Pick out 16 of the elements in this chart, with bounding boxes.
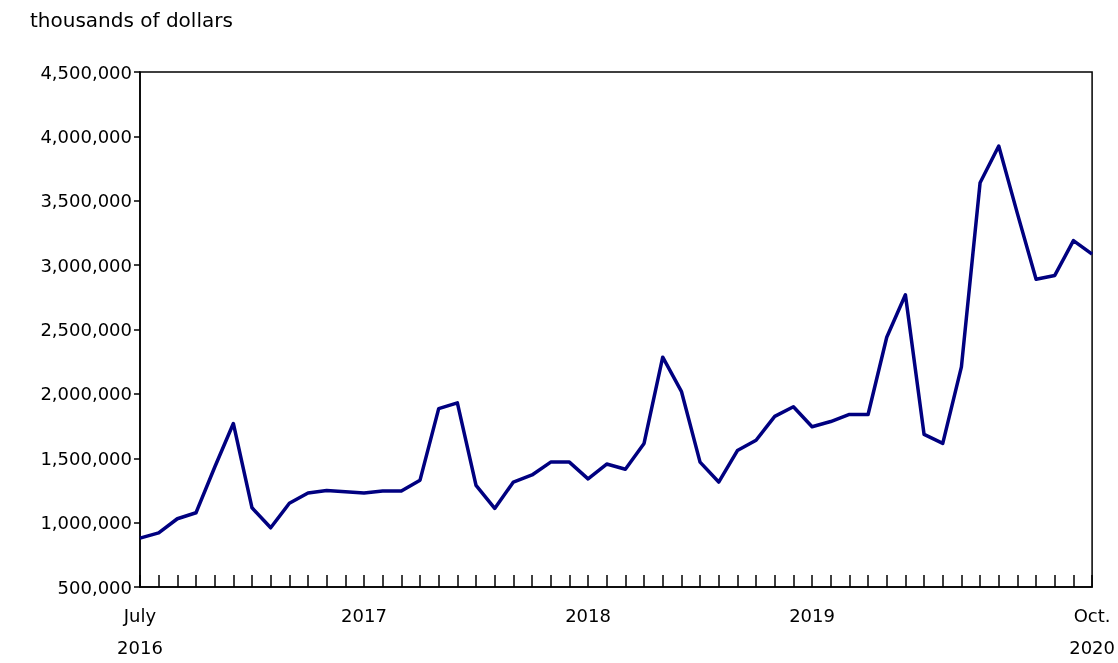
x-tick-label: Oct. 2020 xyxy=(1069,604,1115,658)
y-tick-label: 500,000 xyxy=(57,576,132,598)
y-axis-title: thousands of dollars xyxy=(30,8,233,32)
y-tick-label: 4,500,000 xyxy=(40,61,132,83)
x-tick-label: July 2016 xyxy=(117,604,163,658)
y-tick-label: 1,000,000 xyxy=(40,512,132,534)
line-series xyxy=(138,144,1094,540)
x-tick-label: 2018 xyxy=(565,604,611,626)
y-tick-label: 2,500,000 xyxy=(40,319,132,340)
y-tick-label: 3,000,000 xyxy=(40,254,132,276)
y-tick-label: 1,500,000 xyxy=(40,447,132,469)
x-tick-label: 2019 xyxy=(789,604,835,626)
y-tick-label: 2,000,000 xyxy=(40,383,132,405)
y-tick-label: 3,500,000 xyxy=(40,190,132,212)
y-tick-label: 4,000,000 xyxy=(40,125,132,147)
x-tick-label: 2017 xyxy=(341,604,387,626)
